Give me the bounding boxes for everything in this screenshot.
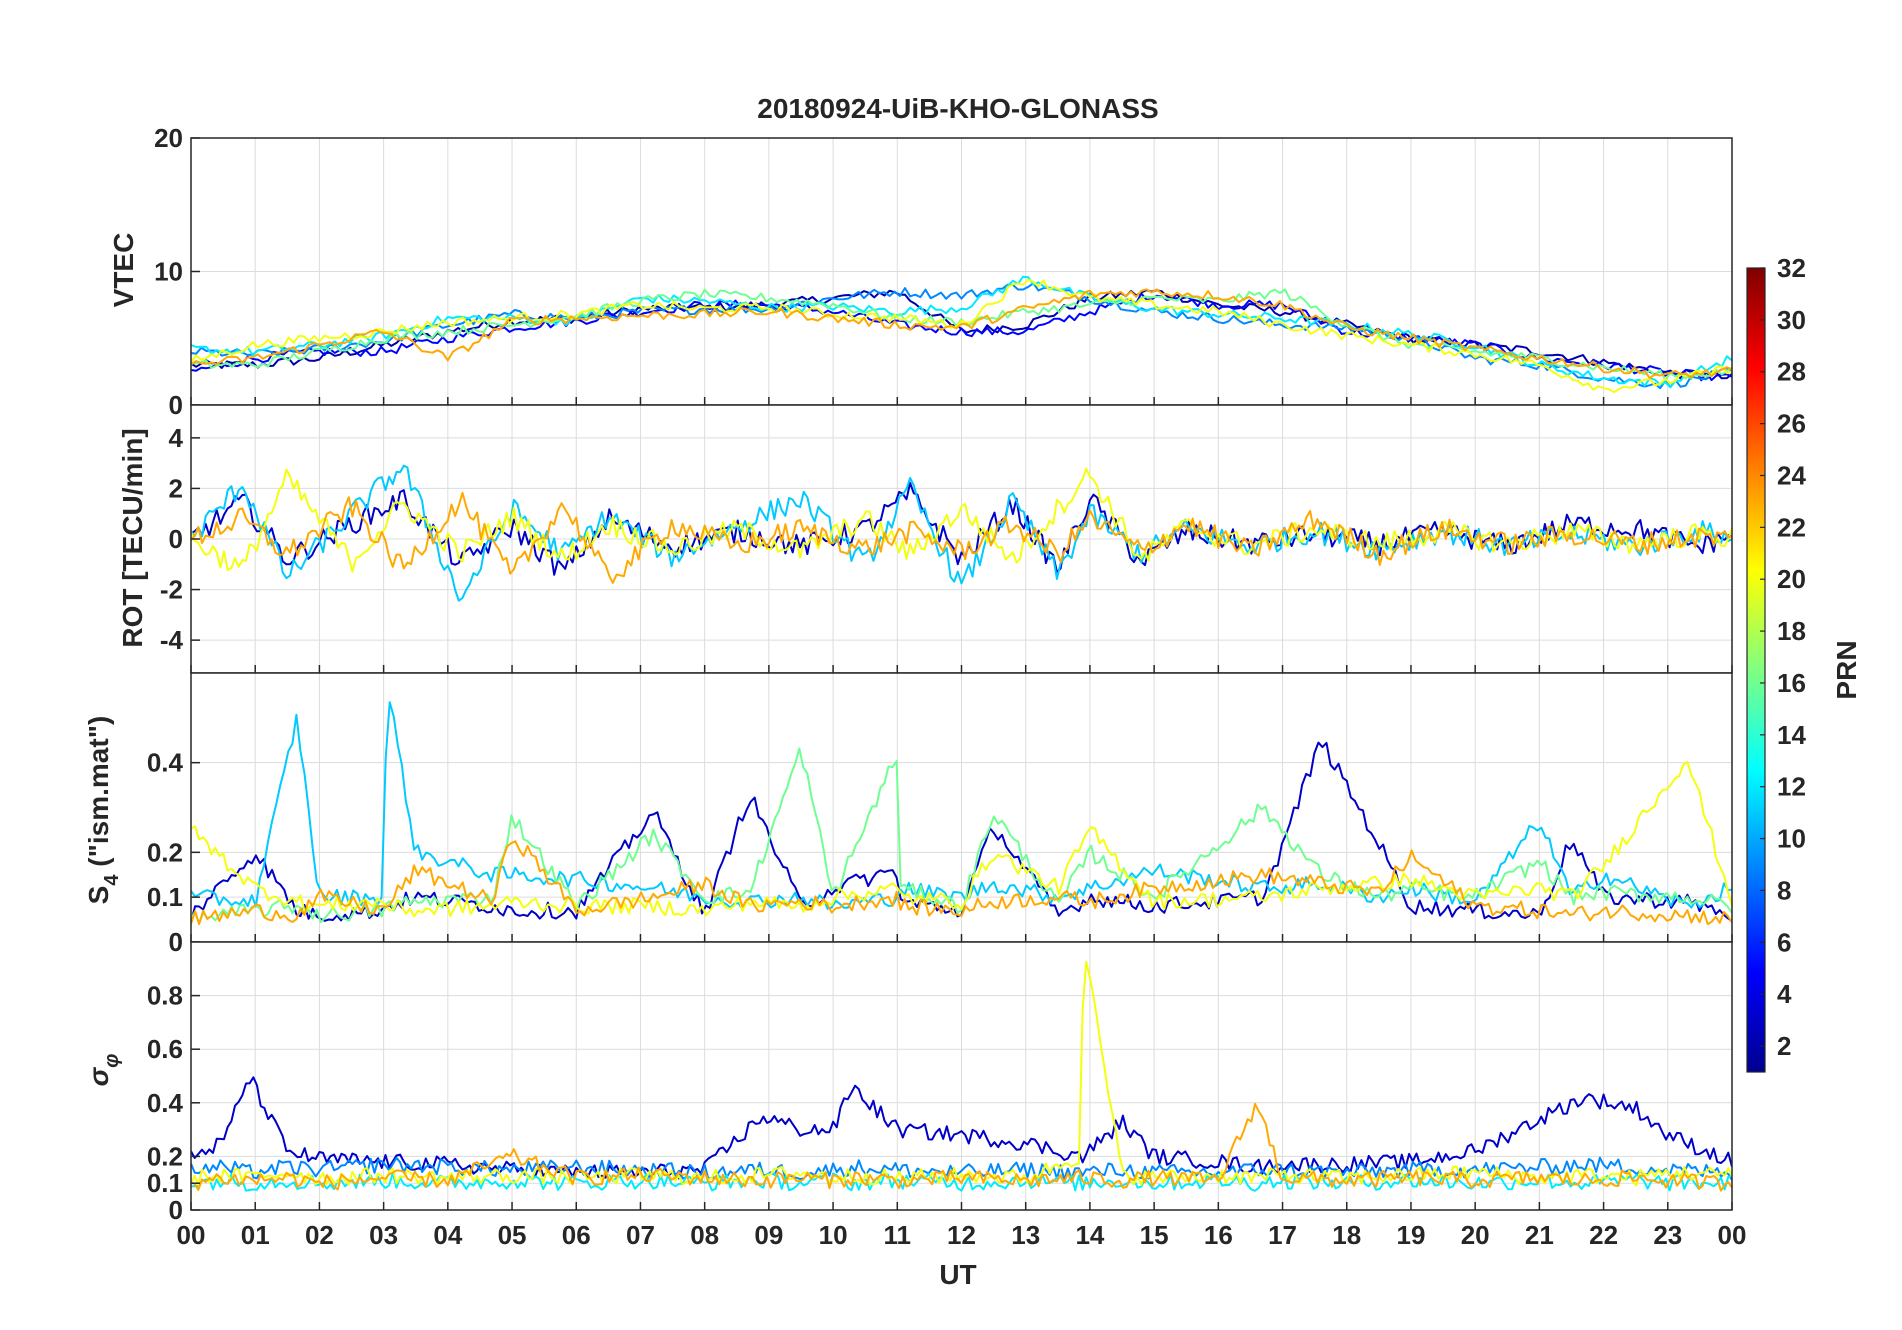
s4-series-prn20 bbox=[191, 760, 1732, 918]
rot-ytick-label-0: -4 bbox=[160, 625, 184, 655]
colorbar-tick-label-12: 26 bbox=[1777, 409, 1806, 439]
sigma-phi-series-prn9 bbox=[191, 1156, 1732, 1181]
colorbar-tick-label-5: 12 bbox=[1777, 772, 1806, 802]
vtec-ylabel: VTEC bbox=[108, 233, 139, 308]
sigma-phi-ylabel-main: σ bbox=[83, 1066, 114, 1086]
colorbar-tick-label-3: 8 bbox=[1777, 875, 1791, 905]
x-axis-label: UT bbox=[939, 1259, 976, 1290]
colorbar-tick-label-1: 4 bbox=[1777, 979, 1792, 1009]
sigma-phi-ylabel-sub: φ bbox=[101, 1054, 123, 1068]
sigma-phi-panel: σφ 00.10.2 0.4 0.6 0.8 bbox=[83, 941, 1733, 1225]
s4-series-prn23 bbox=[191, 840, 1732, 926]
colorbar-tick-label-8: 18 bbox=[1777, 616, 1806, 646]
sigma-phi-ytick-label-2: 0.2 bbox=[147, 1141, 183, 1171]
vtec-panel: VTEC 0 10 20 bbox=[108, 123, 1733, 420]
sigma-phi-series-prn3 bbox=[191, 1076, 1732, 1180]
rot-ylabel: ROT [TECU/min] bbox=[117, 428, 148, 647]
vtec-series-prn20 bbox=[191, 278, 1732, 394]
colorbar-tick-label-0: 2 bbox=[1777, 1031, 1791, 1061]
x-tick-label-15: 15 bbox=[1140, 1220, 1169, 1250]
rot-panel: ROT [TECU/min] -4 -2 0 2 4 bbox=[117, 404, 1733, 674]
rot-ytick-label-1: -2 bbox=[160, 575, 183, 605]
figure-title: 20180924-UiB-KHO-GLONASS bbox=[757, 93, 1158, 124]
x-tick-label-8: 08 bbox=[690, 1220, 719, 1250]
s4-ylabel-rest: ("ism.mat") bbox=[83, 716, 114, 875]
colorbar-tick-label-9: 20 bbox=[1777, 564, 1806, 594]
colorbar-tick-label-11: 24 bbox=[1777, 460, 1806, 490]
x-tick-label-11: 11 bbox=[884, 1220, 912, 1250]
sigma-phi-ytick-label-0: 0 bbox=[169, 1195, 183, 1225]
s4-ytick-label-0: 0 bbox=[169, 927, 183, 957]
x-tick-label-16: 16 bbox=[1204, 1220, 1233, 1250]
vtec-ytick-label-2: 20 bbox=[154, 123, 183, 153]
sigma-phi-ytick-label-3: 0.4 bbox=[147, 1088, 184, 1118]
vtec-ytick-label-0: 0 bbox=[169, 390, 183, 420]
sigma-phi-ytick-label-4: 0.6 bbox=[147, 1034, 183, 1064]
sigma-phi-series-prn23 bbox=[191, 1102, 1732, 1192]
rot-series-prn20 bbox=[191, 467, 1732, 573]
x-tick-label-4: 04 bbox=[433, 1220, 462, 1250]
x-tick-label-19: 19 bbox=[1396, 1220, 1425, 1250]
x-tick-label-0: 00 bbox=[177, 1220, 206, 1250]
vtec-series-prn16 bbox=[191, 288, 1732, 381]
x-tick-label-20: 20 bbox=[1461, 1220, 1490, 1250]
colorbar-tick-label-4: 10 bbox=[1777, 824, 1806, 854]
x-tick-label-9: 09 bbox=[754, 1220, 783, 1250]
x-tick-label-17: 17 bbox=[1268, 1220, 1297, 1250]
x-tick-label-14: 14 bbox=[1075, 1220, 1104, 1250]
rot-series-prn23 bbox=[191, 491, 1732, 584]
x-tick-label-13: 13 bbox=[1011, 1220, 1040, 1250]
rot-ytick-label-2: 0 bbox=[169, 524, 183, 554]
x-tick-label-21: 21 bbox=[1525, 1220, 1554, 1250]
s4-ylabel-sub: 4 bbox=[101, 874, 123, 886]
colorbar-tick-label-7: 16 bbox=[1777, 668, 1806, 698]
colorbar-tick-label-10: 22 bbox=[1777, 512, 1806, 542]
colorbar-tick-label-14: 30 bbox=[1777, 305, 1806, 335]
x-tick-label-7: 07 bbox=[626, 1220, 655, 1250]
x-tick-label-22: 22 bbox=[1589, 1220, 1618, 1250]
vtec-series-prn12 bbox=[191, 275, 1732, 389]
x-tick-label-10: 10 bbox=[819, 1220, 848, 1250]
colorbar-tick-label-6: 14 bbox=[1777, 720, 1806, 750]
s4-series-prn11 bbox=[191, 701, 1732, 910]
colorbar-tick-label-13: 28 bbox=[1777, 357, 1806, 387]
x-tick-label-2: 02 bbox=[305, 1220, 334, 1250]
s4-ytick-label-3: 0.4 bbox=[147, 748, 184, 778]
x-tick-label-5: 05 bbox=[498, 1220, 527, 1250]
x-tick-label-3: 03 bbox=[369, 1220, 398, 1250]
vtec-ytick-label-1: 10 bbox=[154, 257, 183, 287]
x-tick-label-1: 01 bbox=[241, 1220, 270, 1250]
colorbar-tick-label-15: 32 bbox=[1777, 253, 1806, 283]
x-tick-label-23: 23 bbox=[1653, 1220, 1682, 1250]
rot-ytick-label-3: 2 bbox=[169, 473, 183, 503]
rot-ytick-label-4: 4 bbox=[169, 423, 184, 453]
x-axis: UT 00 01 02 03 04 05 06 07 08 09 10 11 12 13 14 15 16 17 1… bbox=[177, 1220, 1747, 1290]
vtec-series-prn23 bbox=[191, 288, 1732, 380]
vtec-series-prn5 bbox=[191, 292, 1732, 382]
sigma-phi-ytick-label-1: 0.1 bbox=[147, 1168, 183, 1198]
sigma-phi-ytick-label-5: 0.8 bbox=[147, 981, 183, 1011]
rot-series-prn11 bbox=[191, 464, 1732, 602]
s4-ytick-label-2: 0.2 bbox=[147, 837, 183, 867]
colorbar-gradient bbox=[1746, 267, 1766, 1073]
x-tick-label-24: 00 bbox=[1718, 1220, 1747, 1250]
s4-ylabel-main: S bbox=[83, 886, 114, 905]
x-tick-label-6: 06 bbox=[562, 1220, 591, 1250]
vtec-series-prn9 bbox=[191, 282, 1732, 390]
x-tick-label-12: 12 bbox=[947, 1220, 976, 1250]
sigma-phi-series-prn20 bbox=[191, 960, 1732, 1187]
colorbar-label: PRN bbox=[1831, 640, 1862, 699]
s4-ytick-label-1: 0.1 bbox=[147, 882, 183, 912]
s4-ylabel: S4 ("ism.mat") bbox=[83, 716, 123, 905]
s4-panel: S4 ("ism.mat") 0 0.1 0.2 0.4 bbox=[83, 672, 1733, 957]
colorbar-tick-label-2: 6 bbox=[1777, 927, 1791, 957]
sigma-phi-ylabel: σφ bbox=[83, 1054, 123, 1087]
x-tick-label-18: 18 bbox=[1332, 1220, 1361, 1250]
